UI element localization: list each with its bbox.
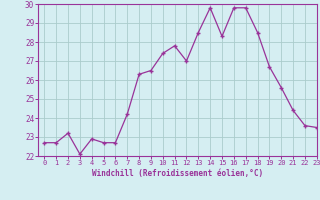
X-axis label: Windchill (Refroidissement éolien,°C): Windchill (Refroidissement éolien,°C) [92, 169, 263, 178]
